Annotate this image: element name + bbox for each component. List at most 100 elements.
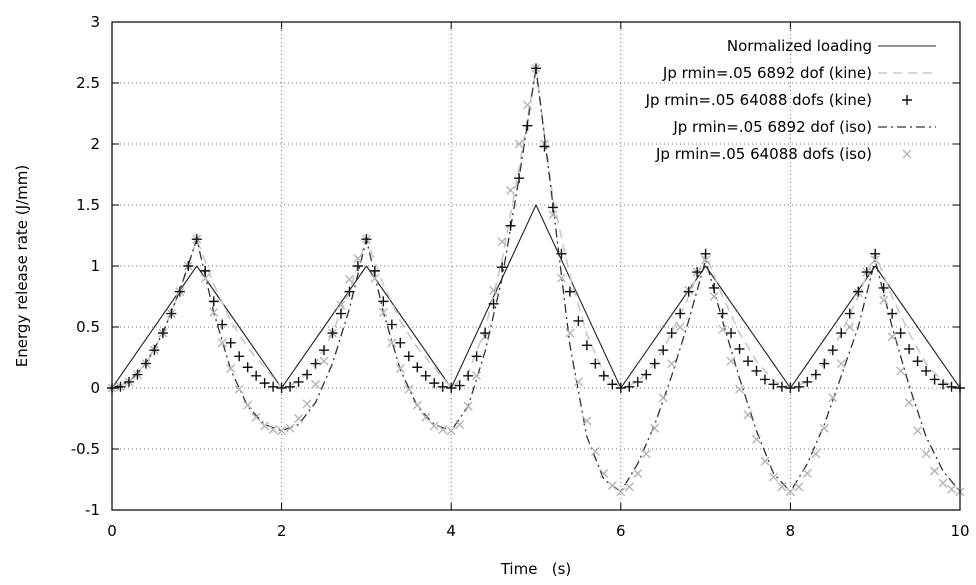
data-point-plus [709, 282, 720, 293]
data-point-plus [776, 381, 787, 392]
data-point-plus [505, 220, 516, 231]
legend-sample-plus [902, 95, 912, 105]
data-point-x [658, 393, 668, 403]
data-point-x [455, 420, 465, 430]
y-tick-label: 1 [90, 257, 100, 275]
data-point-plus [929, 374, 940, 385]
data-point-plus [844, 308, 855, 319]
data-point-plus [743, 356, 753, 367]
data-point-x [209, 307, 219, 317]
data-point-x [667, 359, 677, 369]
data-point-x [930, 466, 940, 476]
legend-entry: Jp rmin=.05 6892 dof (kine) [662, 64, 936, 82]
data-point-plus [683, 286, 694, 297]
y-tick-label: 1.5 [76, 196, 100, 214]
data-point-x [675, 322, 685, 332]
series-3 [111, 67, 961, 493]
data-point-x [277, 426, 287, 436]
data-point-plus [463, 370, 474, 381]
data-point-plus [615, 383, 626, 393]
data-point-plus [344, 286, 355, 297]
legend: Normalized loading Jp rmin=.05 6892 dof (… [645, 37, 936, 163]
x-tick-label: 10 [950, 522, 969, 540]
data-point-plus [641, 369, 652, 380]
data-point-plus [166, 308, 177, 319]
data-point-x [870, 255, 880, 265]
data-point-x [921, 449, 931, 459]
data-point-plus [446, 383, 457, 393]
data-point-x [828, 393, 838, 403]
data-point-plus [734, 343, 745, 354]
data-point-plus [285, 381, 296, 392]
y-tick-label: 0 [90, 379, 100, 397]
y-tick-label: 0.5 [76, 318, 100, 336]
data-point-x [404, 384, 414, 394]
data-point-plus [819, 358, 830, 369]
data-point-plus [225, 337, 236, 348]
data-point-plus [810, 369, 821, 380]
data-point-plus [361, 234, 372, 245]
data-point-plus [293, 376, 304, 387]
data-point-x [370, 273, 380, 283]
data-point-plus [259, 378, 270, 389]
data-point-x [607, 481, 617, 491]
data-point-plus [395, 337, 406, 348]
data-point-plus [768, 379, 779, 390]
data-point-plus [547, 202, 558, 213]
data-point-plus [802, 376, 813, 387]
data-point-x [565, 328, 575, 338]
data-point-x [913, 426, 923, 436]
data-point-x [751, 434, 761, 444]
data-point-plus [564, 286, 575, 297]
data-point-plus [174, 286, 185, 297]
data-point-plus [904, 343, 915, 354]
series-4 [107, 63, 965, 497]
data-point-plus [437, 381, 448, 392]
data-point-x [904, 398, 914, 408]
data-point-x [735, 384, 745, 394]
data-point-plus [386, 319, 397, 330]
x-tick-label: 2 [277, 522, 287, 540]
data-point-x [573, 377, 583, 387]
data-point-x [311, 379, 321, 389]
legend-sample-x [902, 149, 912, 159]
data-point-x [896, 366, 906, 376]
data-point-plus [759, 374, 770, 385]
data-point-plus [666, 328, 677, 339]
data-point-plus [480, 328, 491, 339]
data-point-plus [310, 358, 321, 369]
data-point-plus [183, 261, 194, 271]
ticks-layer: 0 2 4 6 8 10 -1 -0.5 0 0.5 1 1.5 2 2.5 3 [71, 13, 970, 540]
data-point-x [268, 424, 278, 434]
data-point-x [819, 423, 829, 433]
data-point-x [336, 300, 346, 310]
series-line [111, 204, 961, 389]
data-point-x [395, 363, 405, 373]
data-point-plus [327, 328, 338, 339]
data-point-x [523, 100, 533, 110]
data-point-plus [717, 308, 728, 319]
data-point-x [514, 139, 524, 149]
legend-label: Jp rmin=.05 64088 dofs (kine) [645, 91, 872, 109]
data-point-plus [403, 351, 414, 362]
data-point-x [548, 210, 558, 220]
data-point-x [243, 400, 253, 410]
data-point-x [633, 468, 643, 478]
grid-lines [112, 22, 960, 510]
data-point-plus [598, 370, 609, 381]
data-point-x [234, 384, 244, 394]
data-point-plus [369, 265, 380, 276]
data-point-plus [200, 265, 211, 276]
data-point-plus [522, 120, 533, 131]
data-point-plus [335, 308, 346, 319]
data-point-plus [700, 248, 711, 259]
data-point-x [302, 399, 312, 409]
data-point-plus [319, 345, 329, 356]
data-point-x [463, 401, 473, 411]
data-point-plus [946, 381, 957, 392]
y-tick-label: -1 [85, 501, 100, 519]
series-line [111, 67, 961, 493]
y-axis-title: Energy release rate (J/mm) [13, 165, 31, 367]
data-point-plus [632, 376, 643, 387]
data-point-x [785, 487, 795, 497]
